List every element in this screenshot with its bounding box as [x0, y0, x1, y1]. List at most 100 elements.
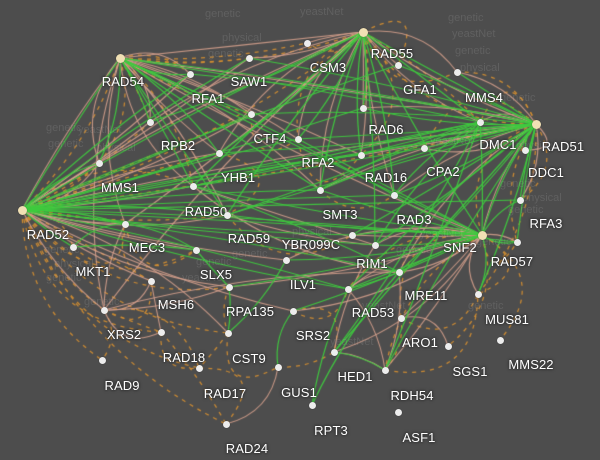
graph-node-label[interactable]: RPT3	[314, 423, 348, 438]
graph-node[interactable]	[477, 230, 487, 240]
graph-node[interactable]	[215, 149, 223, 157]
graph-node-label[interactable]: RAD17	[203, 386, 247, 401]
graph-node[interactable]	[192, 246, 200, 254]
graph-node-label[interactable]: MKT1	[75, 264, 111, 279]
graph-node[interactable]	[394, 61, 402, 69]
graph-node-label[interactable]: CPA2	[426, 164, 460, 179]
graph-node-label[interactable]: RPB2	[160, 138, 196, 153]
graph-node-label[interactable]: RAD53	[351, 305, 395, 320]
graph-node[interactable]	[371, 241, 379, 249]
graph-node[interactable]	[381, 366, 389, 374]
graph-node[interactable]	[303, 39, 311, 47]
graph-node-label[interactable]: RAD16	[364, 170, 408, 185]
graph-node[interactable]	[17, 205, 27, 215]
graph-node[interactable]	[453, 68, 461, 76]
graph-node-label[interactable]: SGS1	[452, 364, 488, 379]
graph-node[interactable]	[531, 119, 541, 129]
graph-node[interactable]	[420, 144, 428, 152]
graph-node[interactable]	[348, 231, 356, 239]
graph-node-label[interactable]: RAD59	[227, 231, 271, 246]
graph-node-label[interactable]: CTF4	[253, 131, 287, 146]
graph-node-label[interactable]: RAD57	[490, 254, 534, 269]
graph-node[interactable]	[294, 135, 302, 143]
graph-node-label[interactable]: GUS1	[281, 385, 317, 400]
graph-node-label[interactable]: RAD6	[368, 122, 404, 137]
graph-node[interactable]	[358, 27, 368, 37]
graph-node[interactable]	[390, 191, 398, 199]
graph-node[interactable]	[245, 54, 253, 62]
graph-node[interactable]	[223, 211, 231, 219]
graph-node-label[interactable]: DDC1	[528, 165, 564, 180]
graph-node-label[interactable]: YBR099C	[281, 237, 341, 252]
graph-node-label[interactable]: MMS4	[465, 90, 503, 105]
graph-node[interactable]	[98, 356, 106, 364]
graph-node-label[interactable]: RDH54	[390, 388, 434, 403]
graph-node-label[interactable]: HED1	[337, 369, 373, 384]
graph-node[interactable]	[146, 118, 154, 126]
graph-node[interactable]	[444, 342, 452, 350]
graph-node[interactable]	[289, 307, 297, 315]
graph-node-label[interactable]: RAD50	[184, 204, 228, 219]
graph-node[interactable]	[394, 408, 402, 416]
graph-node-label[interactable]: RAD24	[225, 441, 269, 456]
graph-node-label[interactable]: RFA1	[191, 91, 225, 106]
graph-node-label[interactable]: RAD55	[370, 46, 414, 61]
graph-node-label[interactable]: SMT3	[322, 207, 358, 222]
graph-node[interactable]	[397, 314, 405, 322]
graph-node[interactable]	[521, 146, 529, 154]
graph-node[interactable]	[516, 196, 524, 204]
graph-node[interactable]	[100, 306, 108, 314]
graph-node-label[interactable]: MMS1	[101, 180, 139, 195]
graph-node-label[interactable]: YHB1	[220, 170, 256, 185]
graph-node[interactable]	[330, 348, 338, 356]
graph-node-label[interactable]: CST9	[232, 351, 266, 366]
graph-node[interactable]	[189, 182, 197, 190]
graph-node-label[interactable]: RFA2	[301, 155, 335, 170]
graph-node-label[interactable]: SAW1	[230, 74, 268, 89]
graph-node[interactable]	[157, 328, 165, 336]
graph-node[interactable]	[395, 268, 403, 276]
graph-node[interactable]	[186, 70, 194, 78]
graph-node[interactable]	[474, 290, 482, 298]
graph-node-label[interactable]: RAD9	[104, 378, 140, 393]
graph-node-label[interactable]: RAD52	[26, 227, 70, 242]
graph-node-label[interactable]: RAD51	[541, 139, 585, 154]
graph-node[interactable]	[121, 220, 129, 228]
graph-node-label[interactable]: DMC1	[479, 137, 517, 152]
graph-node-label[interactable]: MMS22	[508, 357, 554, 372]
graph-node[interactable]	[513, 238, 521, 246]
graph-node-label[interactable]: RIM1	[356, 256, 388, 271]
graph-node[interactable]	[316, 186, 324, 194]
graph-node-label[interactable]: GFA1	[403, 82, 437, 97]
graph-node[interactable]	[222, 420, 230, 428]
graph-node-label[interactable]: XRS2	[106, 327, 142, 342]
graph-node-label[interactable]: ASF1	[402, 430, 436, 445]
graph-node-label[interactable]: MUS81	[485, 312, 529, 327]
graph-node[interactable]	[282, 256, 290, 264]
graph-node-label[interactable]: MEC3	[128, 240, 166, 255]
graph-node-label[interactable]: SLX5	[199, 267, 233, 282]
graph-node-label[interactable]: ILV1	[289, 277, 317, 292]
graph-node-label[interactable]: RAD3	[396, 212, 432, 227]
graph-node[interactable]	[247, 110, 255, 118]
graph-node-label[interactable]: SNF2	[443, 240, 477, 255]
graph-node[interactable]	[115, 53, 125, 63]
graph-node[interactable]	[225, 283, 233, 291]
graph-node-label[interactable]: MRE11	[404, 288, 448, 303]
graph-node-label[interactable]: RFA3	[529, 216, 563, 231]
graph-node-label[interactable]: SRS2	[295, 328, 331, 343]
graph-node[interactable]	[195, 364, 203, 372]
graph-node-label[interactable]: ARO1	[402, 335, 438, 350]
graph-node-label[interactable]: CSM3	[309, 60, 347, 75]
graph-node[interactable]	[308, 401, 316, 409]
graph-node[interactable]	[147, 277, 155, 285]
graph-node-label[interactable]: MSH6	[157, 297, 195, 312]
graph-node[interactable]	[69, 243, 77, 251]
graph-node-label[interactable]: RAD18	[162, 350, 206, 365]
graph-node[interactable]	[274, 363, 282, 371]
graph-node[interactable]	[95, 159, 103, 167]
graph-node-label[interactable]: RAD54	[101, 74, 145, 89]
